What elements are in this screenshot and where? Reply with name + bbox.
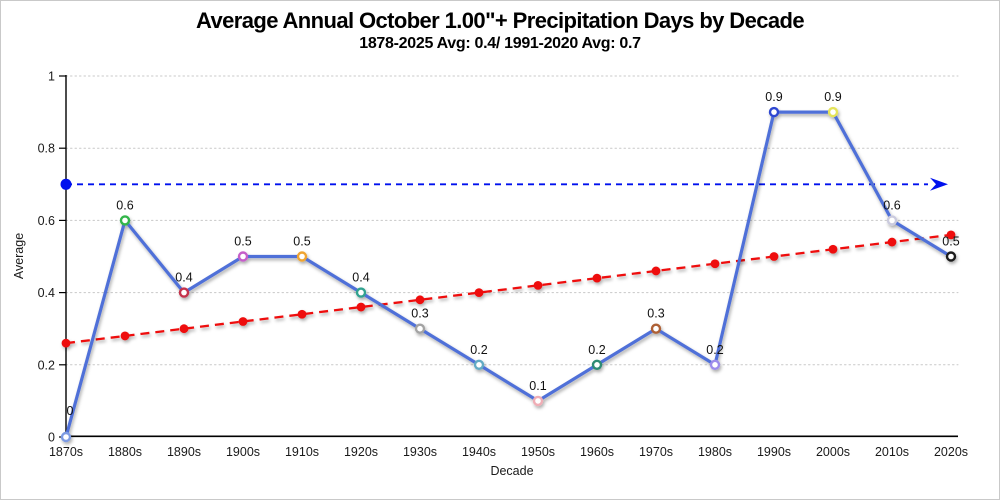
x-tick-label: 1890s <box>167 445 201 459</box>
chart-subtitle: 1878-2025 Avg: 0.4/ 1991-2020 Avg: 0.7 <box>359 35 641 52</box>
x-tick-label: 1920s <box>344 445 378 459</box>
data-point-marker <box>237 251 249 262</box>
x-tick-label: 2020s <box>934 445 968 459</box>
x-tick-label: 1910s <box>285 445 319 459</box>
data-point-marker <box>591 359 603 370</box>
y-tick-label: 0.8 <box>38 142 55 156</box>
data-point-label: 0.6 <box>116 198 133 212</box>
x-tick-label: 1880s <box>108 445 142 459</box>
y-axis-title: Average <box>12 233 26 279</box>
x-tick-label: 1970s <box>639 445 673 459</box>
x-tick-label: 1960s <box>580 445 614 459</box>
reference-line-layer <box>60 177 948 191</box>
data-label-layer: 0 0.6 0.4 0.5 0.5 0.4 0.3 0.2 0.1 0.2 0.3 0.2 0.9 0.9… <box>67 90 960 418</box>
x-tick-label: 1900s <box>226 445 260 459</box>
trend-line-layer <box>61 230 956 348</box>
data-point-marker <box>768 106 780 118</box>
trend-point <box>238 317 248 326</box>
data-point-marker <box>709 359 721 370</box>
trend-point <box>887 237 897 247</box>
trend-point <box>533 280 543 290</box>
x-tick-label: 1990s <box>757 445 791 459</box>
data-point-marker <box>296 251 308 262</box>
data-point-label: 0.2 <box>706 343 723 357</box>
chart-plot: 0 0.2 0.4 0.6 0.8 1 1870s 1880s 1890s 1900s 1910s 1… <box>12 70 968 479</box>
trend-line <box>65 233 952 345</box>
x-tick-label: 1950s <box>521 445 555 459</box>
trend-point <box>946 230 956 240</box>
y-tick-label: 0.6 <box>38 214 55 228</box>
trend-point <box>120 331 130 341</box>
data-point-marker <box>60 431 72 443</box>
trend-point <box>769 252 779 261</box>
trend-point <box>415 295 425 305</box>
data-point-marker <box>473 359 485 370</box>
y-tick-label: 0 <box>48 431 55 445</box>
mean-line-start-dot <box>60 178 72 190</box>
axis-layer: 0 0.2 0.4 0.6 0.8 1 1870s 1880s 1890s 1900s 1910s 1… <box>38 70 968 460</box>
data-point-label: 0.9 <box>765 90 782 104</box>
x-tick-label: 2010s <box>875 445 909 459</box>
data-point-label: 0.4 <box>352 271 369 285</box>
trend-point <box>710 259 720 269</box>
x-tick-label: 1870s <box>49 445 83 459</box>
grid-layer <box>65 75 959 366</box>
chart-header: Average Annual October 1.00"+ Precipitat… <box>1 1 999 54</box>
data-point-label: 0.6 <box>883 198 900 212</box>
data-point-label: 0.2 <box>470 343 487 357</box>
data-point-label: 0.5 <box>293 235 310 249</box>
data-point-label: 0.1 <box>529 379 546 393</box>
mean-line-arrow-icon <box>930 177 948 191</box>
x-tick-label: 2000s <box>816 445 850 459</box>
data-point-marker <box>414 323 426 334</box>
chart-title: Average Annual October 1.00"+ Precipitat… <box>196 8 805 33</box>
data-point-label: 0.3 <box>647 307 664 321</box>
series-line <box>64 110 953 439</box>
y-tick-label: 0.2 <box>38 358 55 372</box>
data-point-marker <box>650 323 662 334</box>
trend-point <box>179 324 189 334</box>
data-point-marker <box>827 106 839 118</box>
data-point-label: 0.3 <box>411 307 428 321</box>
data-point-label: 0 <box>67 404 74 418</box>
data-point-marker <box>178 287 190 298</box>
data-point-label: 0.9 <box>824 90 841 104</box>
data-point-label: 0.4 <box>175 271 192 285</box>
x-tick-label: 1980s <box>698 445 732 459</box>
trend-point <box>651 266 661 276</box>
data-point-marker <box>532 395 544 407</box>
data-point-label: 0.2 <box>588 343 605 357</box>
x-axis-title: Decade <box>490 464 533 478</box>
y-tick-label: 0.4 <box>38 286 55 300</box>
trend-point <box>356 302 366 312</box>
data-point-label: 0.5 <box>234 235 251 249</box>
data-point-marker <box>355 287 367 298</box>
data-point-marker <box>945 251 957 262</box>
main-series-layer <box>60 106 957 443</box>
data-point-label: 0.5 <box>942 235 959 249</box>
trend-point <box>297 309 307 319</box>
trend-point <box>592 273 602 283</box>
y-tick-label: 1 <box>48 70 55 84</box>
x-tick-label: 1940s <box>462 445 496 459</box>
data-point-marker <box>886 215 898 226</box>
trend-point <box>828 244 838 254</box>
trend-point <box>61 338 71 348</box>
data-point-marker <box>119 215 131 226</box>
trend-point <box>474 288 484 297</box>
x-tick-label: 1930s <box>403 445 437 459</box>
